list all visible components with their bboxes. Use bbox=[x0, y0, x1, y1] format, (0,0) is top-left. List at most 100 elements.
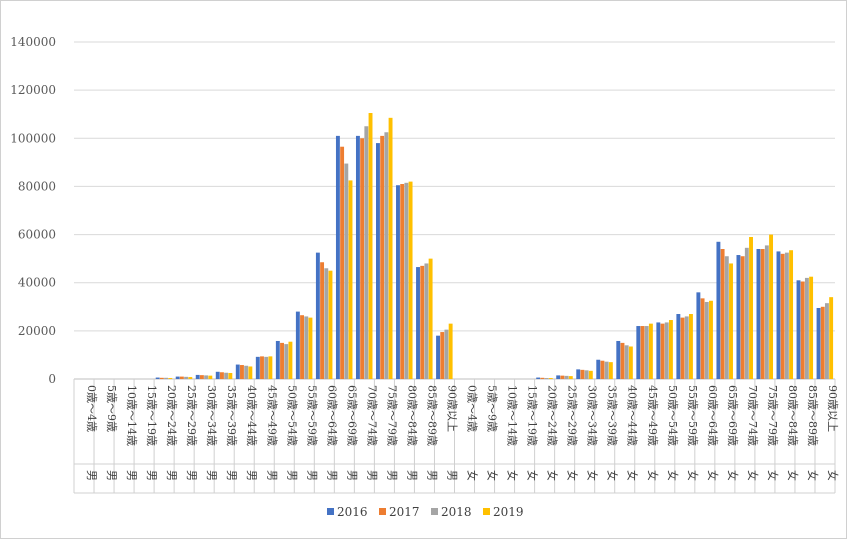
x-tick-label-sex: 男 bbox=[425, 470, 438, 481]
bar-2016 bbox=[576, 369, 581, 379]
bar-2019 bbox=[709, 300, 713, 379]
x-tick-label-age: 70歳～74歳 bbox=[746, 385, 759, 446]
bar-2016 bbox=[616, 340, 621, 379]
bar-2018 bbox=[764, 245, 769, 379]
y-tick-label: 60000 bbox=[18, 228, 56, 242]
bar-2016 bbox=[796, 280, 801, 379]
bar-2016 bbox=[335, 135, 340, 379]
bar-2017 bbox=[780, 253, 785, 379]
bar-2018 bbox=[364, 126, 369, 379]
bar-2017 bbox=[280, 342, 284, 379]
x-tick-label-sex: 男 bbox=[145, 470, 158, 481]
legend-swatch-2019 bbox=[483, 508, 490, 515]
bar-2018 bbox=[244, 365, 249, 379]
legend: 2016 2017 2018 2019 bbox=[327, 505, 524, 519]
x-tick-label-age: 30歳～34歳 bbox=[205, 385, 218, 446]
bar-2018 bbox=[684, 316, 689, 379]
x-tick-label-age: 90歳以上 bbox=[826, 385, 839, 432]
x-tick-label-sex: 女 bbox=[806, 470, 820, 481]
x-tick-label-age: 40歳～44歳 bbox=[626, 385, 639, 446]
x-tick-label-sex: 女 bbox=[486, 470, 500, 481]
bar-2017 bbox=[580, 369, 585, 379]
bar-2018 bbox=[824, 303, 829, 379]
bar-2016 bbox=[195, 374, 200, 379]
bar-2019 bbox=[288, 341, 293, 379]
bar-2019 bbox=[729, 263, 733, 379]
bar-2018 bbox=[784, 252, 789, 380]
bar-2019 bbox=[769, 234, 774, 379]
bar-2019 bbox=[348, 180, 353, 379]
bar-2019 bbox=[448, 323, 453, 379]
x-tick-label-sex: 男 bbox=[385, 470, 398, 481]
bar-2019 bbox=[188, 377, 193, 379]
y-tick-label: 0 bbox=[48, 372, 56, 386]
bar-2019 bbox=[368, 113, 373, 379]
bar-2016 bbox=[215, 371, 220, 379]
bar-2017 bbox=[660, 323, 665, 379]
x-tick-label-sex: 女 bbox=[746, 470, 760, 481]
gridlines bbox=[74, 41, 835, 380]
bar-2018 bbox=[564, 375, 569, 379]
bar-2017 bbox=[600, 360, 605, 379]
x-tick-label-sex: 女 bbox=[626, 470, 640, 481]
x-tick-label-sex: 女 bbox=[606, 470, 620, 481]
x-tick-label-sex: 女 bbox=[826, 470, 840, 481]
bar-2018 bbox=[544, 378, 549, 379]
x-tick-label-age: 65歳～69歳 bbox=[726, 385, 739, 446]
x-tick-label-sex: 女 bbox=[646, 470, 660, 481]
x-tick-label-sex: 男 bbox=[365, 470, 378, 481]
bar-2019 bbox=[628, 346, 633, 379]
x-tick-label-age: 60歳～64歳 bbox=[325, 385, 338, 446]
x-tick-label-sex: 男 bbox=[445, 470, 458, 481]
bar-2016 bbox=[376, 143, 380, 379]
bar-2016 bbox=[436, 335, 440, 379]
bar-2017 bbox=[800, 281, 805, 379]
bar-2016 bbox=[676, 314, 681, 379]
bar-2017 bbox=[159, 377, 164, 379]
bar-2018 bbox=[384, 132, 389, 379]
bar-2016 bbox=[315, 252, 320, 380]
bar-2016 bbox=[756, 249, 761, 379]
bar-2016 bbox=[416, 267, 420, 379]
bar-2016 bbox=[736, 255, 741, 379]
bar-2018 bbox=[744, 247, 749, 379]
bar-2019 bbox=[789, 250, 794, 379]
bar-2017 bbox=[240, 365, 244, 379]
bar-2019 bbox=[608, 362, 613, 379]
bar-2018 bbox=[224, 372, 229, 379]
y-axis-ticks: 0 20000 40000 60000 80000 100000 120000 140000 bbox=[10, 35, 56, 386]
bar-2017 bbox=[700, 298, 705, 379]
bar-2017 bbox=[420, 265, 425, 379]
x-tick-label-sex: 男 bbox=[125, 470, 138, 481]
bars bbox=[155, 113, 834, 380]
bar-2017 bbox=[440, 332, 445, 379]
y-tick-label: 140000 bbox=[10, 35, 56, 49]
x-tick-label-age: 0歳～4歳 bbox=[466, 385, 479, 432]
x-tick-label-sex: 男 bbox=[265, 470, 278, 481]
bar-2018 bbox=[604, 361, 609, 379]
bar-2017 bbox=[740, 256, 745, 379]
x-tick-label-age: 10歳～14歳 bbox=[506, 385, 519, 446]
x-tick-label-sex: 男 bbox=[285, 470, 298, 481]
bar-2016 bbox=[656, 322, 661, 379]
x-tick-label-age: 45歳～49歳 bbox=[265, 385, 278, 446]
bar-2018 bbox=[704, 301, 709, 379]
bar-2016 bbox=[175, 376, 180, 379]
x-tick-label-sex: 男 bbox=[205, 470, 218, 481]
x-tick-label-sex: 女 bbox=[666, 470, 680, 481]
y-tick-label: 40000 bbox=[18, 276, 56, 290]
bar-2016 bbox=[636, 326, 641, 379]
bar-2018 bbox=[344, 163, 349, 379]
x-tick-label-age: 30歳～34歳 bbox=[586, 385, 599, 446]
x-tick-label-sex: 女 bbox=[506, 470, 520, 481]
x-tick-label-sex: 男 bbox=[85, 470, 98, 481]
x-tick-label-sex: 男 bbox=[325, 470, 338, 481]
x-tick-label-age: 0歳～4歳 bbox=[85, 385, 98, 432]
y-tick-label: 80000 bbox=[18, 179, 56, 193]
x-tick-label-age: 45歳～49歳 bbox=[646, 385, 659, 446]
bar-2017 bbox=[540, 377, 545, 379]
bar-2018 bbox=[404, 182, 409, 379]
x-tick-label-age: 75歳～79歳 bbox=[385, 385, 398, 446]
